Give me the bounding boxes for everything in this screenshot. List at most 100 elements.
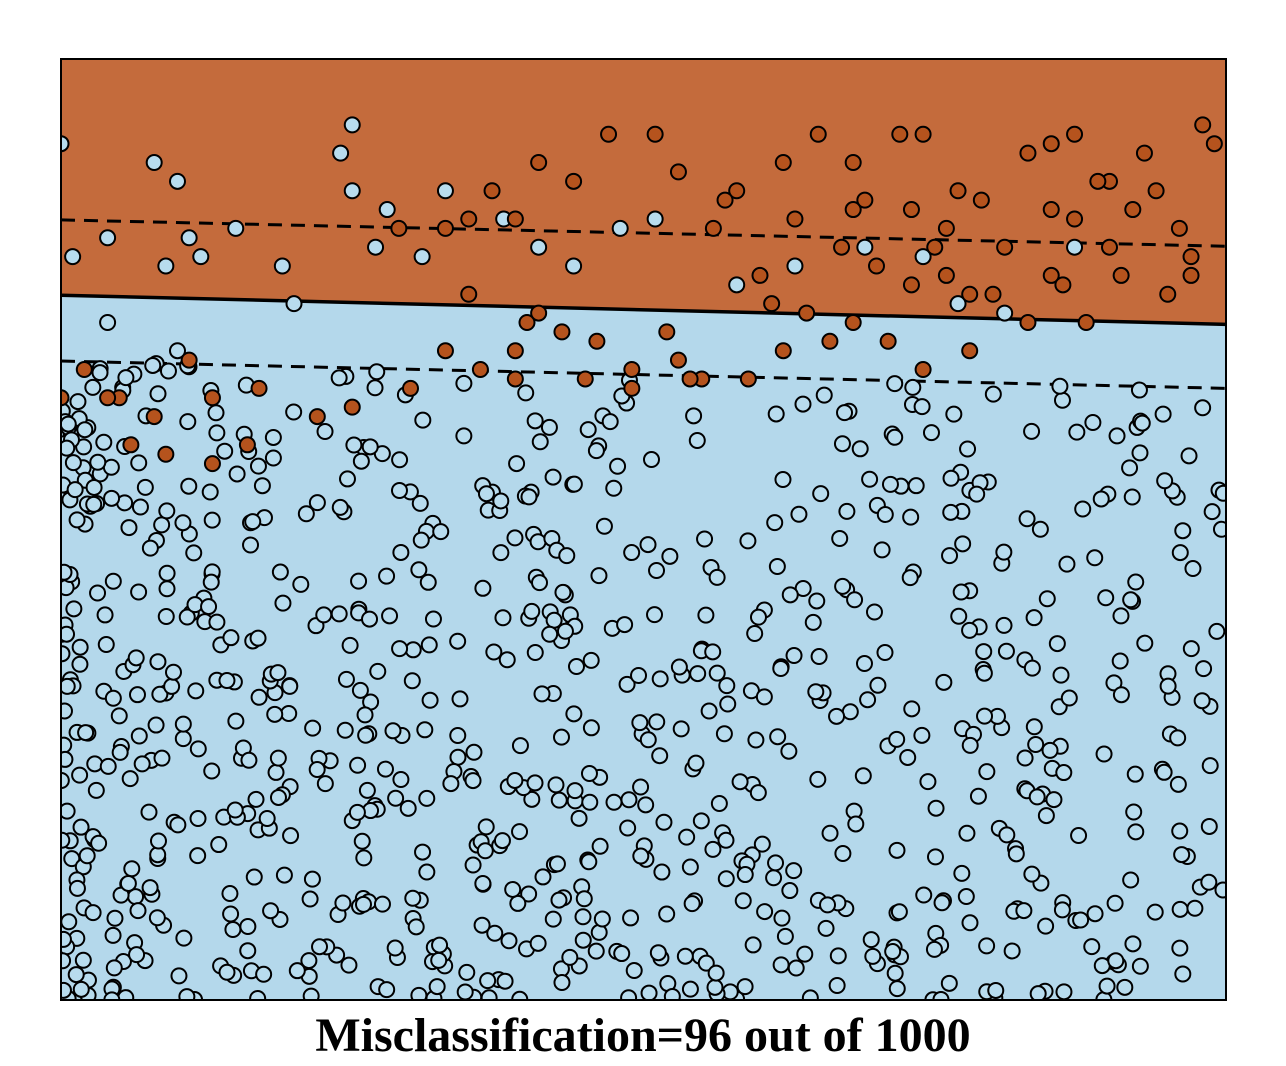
point-blue [264,428,282,446]
point-blue [474,874,492,892]
point-blue [376,760,394,778]
point-blue [1098,977,1116,995]
point-blue [498,651,516,669]
point-orange [1101,238,1118,256]
point-orange [506,370,524,388]
point-orange [1066,125,1084,143]
point-blue [1200,817,1218,835]
point-blue [531,574,549,592]
point-blue [1194,399,1212,417]
point-blue [192,248,210,266]
point-blue [416,721,434,739]
point-blue [873,541,891,559]
point-orange [1147,182,1165,200]
point-orange [961,342,979,360]
point-blue [449,632,467,650]
point-blue [520,885,538,903]
point-blue [914,248,932,266]
point-blue [418,789,436,807]
point-blue [149,846,167,864]
point-blue [274,594,292,612]
point-blue [888,841,906,859]
point-orange [926,238,944,256]
point-blue [915,886,933,904]
point-blue [97,635,115,653]
point-blue [717,831,735,849]
point-blue [942,469,960,487]
point-blue [1180,447,1198,465]
point-blue [639,536,657,554]
point-blue [141,879,159,897]
point-orange [681,370,699,388]
point-blue [458,963,476,981]
point-blue [224,920,242,938]
point-blue [854,767,872,785]
point-blue [267,763,285,781]
point-orange [471,361,489,379]
point-blue [353,832,371,850]
point-blue [933,894,951,912]
point-blue [1159,677,1177,695]
point-blue [631,714,649,732]
point-blue [1133,414,1151,432]
point-blue [175,929,193,947]
point-blue [465,743,483,761]
point-orange [949,182,967,200]
point-blue [582,651,600,669]
point-blue [646,606,664,624]
point-blue [749,784,767,802]
point-blue [630,666,648,684]
point-blue [76,421,94,439]
point-blue [574,931,592,949]
point-blue [1212,520,1226,538]
point-blue [281,677,299,695]
point-orange [669,351,687,369]
point-blue [1029,985,1047,1000]
point-blue [935,673,953,691]
point-blue [1053,901,1071,919]
point-blue [975,664,993,682]
point-blue [565,475,583,493]
point-blue [366,379,384,397]
point-blue [747,731,765,749]
point-blue [913,398,931,416]
point-blue [95,433,113,451]
point-blue [61,750,74,768]
point-blue [145,154,163,172]
point-blue [148,909,166,927]
point-blue [704,643,722,661]
point-orange [844,201,862,219]
point-blue [1070,827,1088,845]
point-blue [637,796,655,814]
chart-caption: Misclassification=96 out of 1000 [315,1009,971,1062]
point-blue [117,989,135,1000]
point-orange [902,201,920,219]
point-blue [565,257,583,275]
point-blue [410,561,428,579]
point-orange [1205,135,1223,153]
point-blue [648,713,666,731]
point-blue [96,606,114,624]
point-blue [245,868,263,886]
point-blue [119,874,137,892]
point-blue [407,918,425,936]
point-blue [84,378,102,396]
point-blue [1106,894,1124,912]
point-blue [715,725,733,743]
point-blue [301,890,319,908]
point-blue [1116,978,1134,996]
point-blue [403,672,421,690]
point-blue [149,385,167,403]
point-blue [1124,935,1142,953]
point-blue [392,543,410,561]
point-blue [958,824,976,842]
point-blue [1214,484,1226,502]
point-orange [157,445,175,463]
point-blue [61,913,78,931]
point-blue [1203,503,1221,521]
point-blue [227,712,245,730]
point-blue [476,842,494,860]
point-blue [574,908,592,926]
point-blue [89,584,107,602]
point-blue [526,644,544,662]
